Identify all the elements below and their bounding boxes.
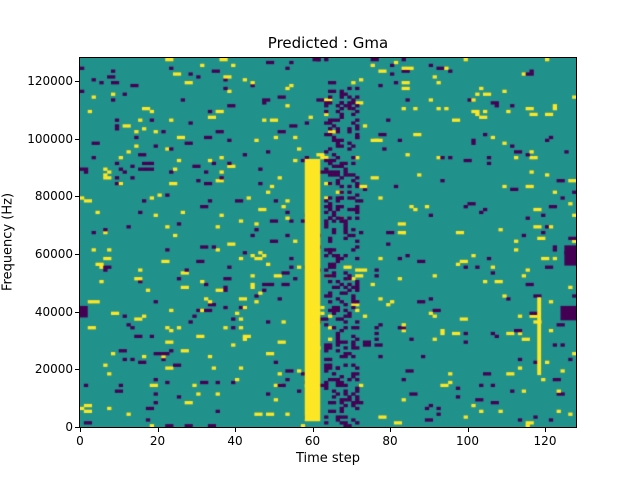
plot-area	[79, 57, 577, 428]
x-tick	[80, 428, 81, 432]
x-tick-label: 60	[304, 434, 321, 448]
x-tick	[235, 428, 236, 432]
y-tick	[75, 196, 79, 198]
y-tick-label: 60000	[34, 247, 73, 262]
x-tick	[390, 428, 391, 432]
x-tick-label: 80	[382, 434, 398, 448]
x-tick-label: 120	[533, 434, 557, 448]
x-tick	[467, 428, 469, 432]
y-tick-label: 80000	[34, 189, 73, 204]
x-tick	[545, 428, 546, 432]
y-tick-label: 40000	[34, 304, 73, 319]
y-tick	[75, 254, 79, 256]
chart-title: Predicted : Gma	[267, 34, 389, 52]
x-tick-label: 0	[76, 434, 84, 448]
y-tick-label: 0	[65, 420, 73, 434]
y-tick	[75, 138, 79, 140]
y-tick-label: 100000	[27, 131, 73, 146]
y-tick-label: 20000	[34, 362, 73, 377]
y-tick	[75, 81, 79, 83]
y-tick	[75, 427, 79, 428]
y-axis-label: Frequency (Hz)	[0, 192, 16, 292]
x-tick-label: 40	[227, 434, 243, 448]
y-tick	[75, 311, 79, 313]
heatmap-canvas	[80, 58, 576, 427]
x-tick	[157, 428, 159, 432]
x-axis-label: Time step	[295, 451, 361, 466]
x-tick	[312, 428, 314, 432]
y-tick	[75, 369, 79, 371]
y-tick-label: 120000	[27, 74, 73, 89]
x-tick-label: 100	[456, 434, 479, 448]
x-tick-label: 20	[149, 434, 166, 448]
